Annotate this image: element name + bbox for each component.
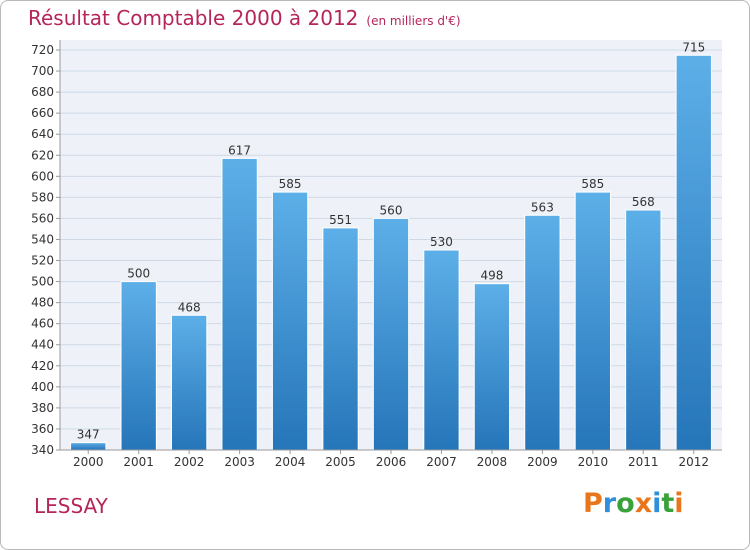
- value-label-2012: 715: [682, 40, 705, 54]
- value-label-2011: 568: [632, 195, 655, 209]
- value-label-2001: 500: [127, 267, 150, 281]
- logo-letter: x: [634, 488, 653, 519]
- bar-2001: [120, 281, 157, 451]
- y-tick-label: 420: [31, 359, 54, 373]
- value-label-2010: 585: [581, 177, 604, 191]
- y-tick-label: 380: [31, 401, 54, 415]
- y-tick-label: 680: [31, 85, 54, 99]
- value-label-2005: 551: [329, 213, 352, 227]
- bar-2004: [271, 191, 309, 451]
- x-tick-label-2010: 2010: [578, 455, 609, 469]
- bar-2009: [524, 214, 561, 451]
- y-tick-label: 440: [31, 338, 54, 352]
- y-tick-label: 700: [31, 64, 54, 78]
- x-tick-label-2005: 2005: [325, 455, 356, 469]
- logo-letter: r: [602, 488, 617, 519]
- chart-title-text: Résultat Comptable 2000 à 2012: [28, 6, 359, 30]
- y-tick-label: 480: [31, 296, 54, 310]
- value-label-2007: 530: [430, 235, 453, 249]
- y-tick-label: 520: [31, 254, 54, 268]
- logo-letter: i: [652, 488, 662, 519]
- proxiti-logo[interactable]: Proxiti: [583, 488, 684, 519]
- chart-subtitle: (en milliers d'€): [366, 14, 461, 28]
- x-tick-label-2009: 2009: [527, 455, 558, 469]
- x-tick-label-2000: 2000: [73, 455, 104, 469]
- x-tick-label-2004: 2004: [275, 455, 306, 469]
- logo-letter: o: [616, 488, 635, 519]
- bar-2006: [372, 217, 410, 451]
- y-tick-label: 540: [31, 232, 54, 246]
- y-tick-label: 620: [31, 148, 54, 162]
- value-label-2009: 563: [531, 200, 554, 214]
- value-label-2004: 585: [279, 177, 302, 191]
- bar-2010: [574, 191, 612, 451]
- bar-2011: [625, 209, 662, 451]
- y-tick-label: 560: [31, 211, 54, 225]
- bar-2002: [170, 314, 208, 451]
- bar-2008: [473, 283, 511, 451]
- bar-2003: [221, 157, 258, 451]
- y-tick-label: 340: [31, 443, 54, 457]
- y-tick-label: 500: [31, 275, 54, 289]
- logo-letter: t: [661, 488, 675, 519]
- x-tick-label-2012: 2012: [678, 455, 709, 469]
- x-tick-label-2002: 2002: [174, 455, 205, 469]
- y-tick-label: 660: [31, 106, 54, 120]
- y-tick-label: 640: [31, 127, 54, 141]
- y-tick-label: 360: [31, 422, 54, 436]
- logo-letter: i: [674, 488, 684, 519]
- commune-name: LESSAY: [34, 494, 108, 518]
- y-tick-label: 460: [31, 317, 54, 331]
- x-tick-label-2006: 2006: [376, 455, 407, 469]
- value-label-2002: 468: [178, 300, 201, 314]
- bar-2007: [423, 249, 460, 451]
- chart-title: Résultat Comptable 2000 à 2012 (en millie…: [28, 6, 461, 30]
- x-tick-label-2008: 2008: [477, 455, 508, 469]
- bar-2000: [70, 442, 107, 451]
- logo-letter: P: [583, 488, 603, 519]
- value-label-2006: 560: [380, 203, 403, 217]
- y-tick-label: 600: [31, 169, 54, 183]
- y-tick-label: 580: [31, 190, 54, 204]
- bar-2012: [675, 54, 712, 451]
- value-label-2000: 347: [77, 428, 100, 442]
- x-tick-label-2001: 2001: [123, 455, 154, 469]
- y-tick-label: 400: [31, 380, 54, 394]
- bar-2005: [322, 227, 359, 451]
- x-tick-label-2011: 2011: [628, 455, 659, 469]
- value-label-2003: 617: [228, 143, 251, 157]
- value-label-2008: 498: [480, 269, 503, 283]
- x-tick-label-2003: 2003: [224, 455, 255, 469]
- x-tick-label-2007: 2007: [426, 455, 457, 469]
- y-tick-label: 720: [31, 43, 54, 57]
